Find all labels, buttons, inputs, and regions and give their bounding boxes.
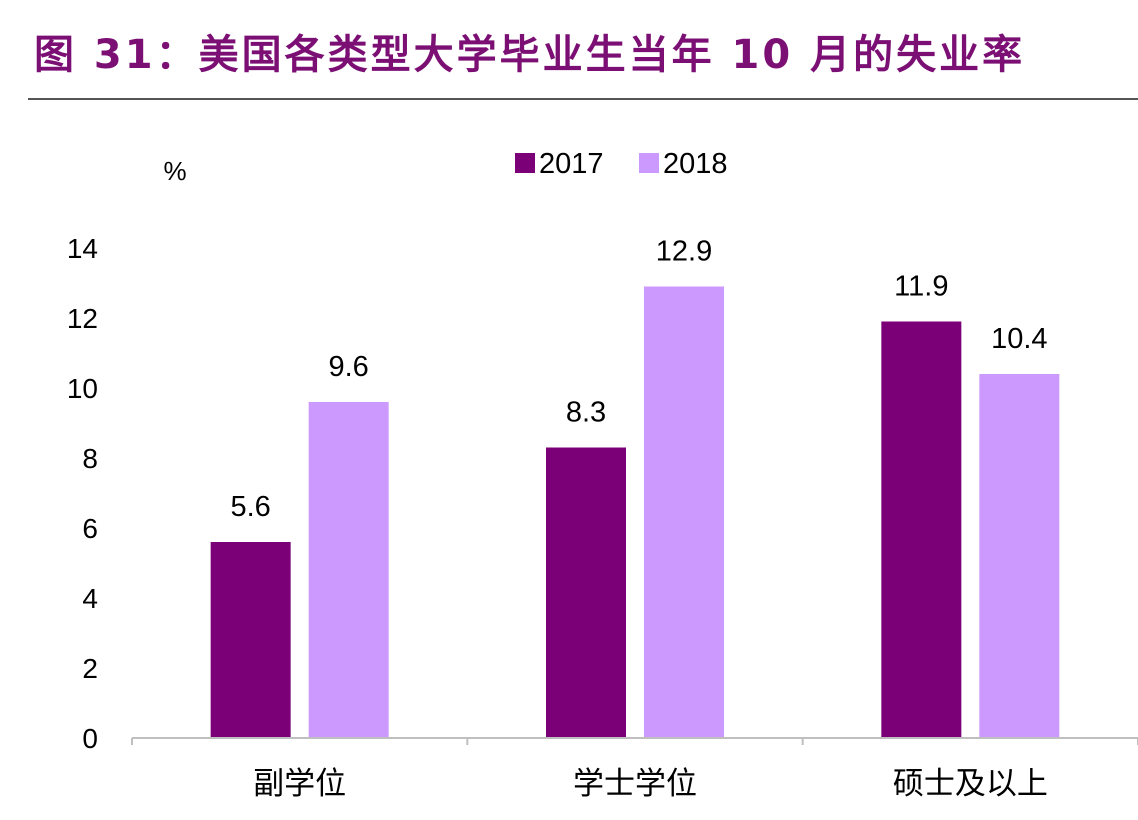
chart-title: 图 31：美国各类型大学毕业生当年 10 月的失业率 bbox=[34, 32, 1026, 78]
data-label: 9.6 bbox=[329, 351, 369, 383]
y-tick-label: 6 bbox=[82, 513, 98, 544]
x-tick-label: 学士学位 bbox=[573, 766, 697, 802]
x-tick-label: 硕士及以上 bbox=[893, 766, 1048, 802]
y-tick-label: 14 bbox=[67, 233, 98, 264]
x-axis: 副学位 学士学位 硕士及以上 bbox=[131, 737, 1138, 802]
legend: 2017 2018 bbox=[515, 148, 728, 180]
bar-2018 bbox=[644, 286, 724, 738]
y-tick-label: 2 bbox=[82, 653, 98, 684]
y-tick-label: 12 bbox=[67, 303, 98, 334]
bar-2018 bbox=[979, 374, 1060, 738]
legend-label: 2017 bbox=[539, 148, 604, 180]
legend-swatch bbox=[639, 153, 659, 173]
data-label: 12.9 bbox=[656, 236, 712, 268]
bar-2017 bbox=[881, 321, 962, 738]
legend-label: 2018 bbox=[663, 148, 728, 180]
y-tick-label: 8 bbox=[82, 443, 98, 474]
y-axis-ticks: 0 2 4 6 8 10 12 14 bbox=[67, 233, 98, 754]
data-label: 5.6 bbox=[231, 491, 271, 523]
bars bbox=[210, 286, 1060, 738]
legend-swatch bbox=[515, 153, 535, 173]
bar-2017 bbox=[546, 447, 626, 738]
y-axis-unit-label: % bbox=[163, 156, 186, 186]
data-label: 10.4 bbox=[991, 323, 1047, 355]
data-labels: 5.6 8.3 11.9 9.6 12.9 10.4 bbox=[231, 236, 1048, 524]
data-label: 11.9 bbox=[894, 271, 948, 303]
bar-2017 bbox=[210, 542, 291, 738]
data-label: 8.3 bbox=[566, 397, 606, 429]
y-tick-label: 4 bbox=[82, 583, 98, 614]
x-tick-label: 副学位 bbox=[253, 766, 346, 802]
y-tick-label: 0 bbox=[82, 723, 98, 754]
y-tick-label: 10 bbox=[67, 373, 98, 404]
title-divider bbox=[28, 98, 1138, 100]
bar-2018 bbox=[308, 402, 389, 738]
